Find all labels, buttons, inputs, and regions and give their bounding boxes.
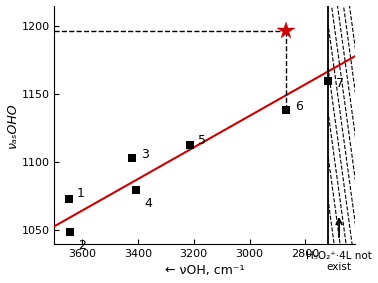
Text: 3: 3 — [141, 147, 149, 160]
Text: 5: 5 — [198, 134, 206, 147]
Text: 7: 7 — [336, 77, 344, 90]
Y-axis label: νₐₛOHO: νₐₛOHO — [6, 102, 19, 148]
Text: 6: 6 — [294, 100, 302, 113]
Text: 1: 1 — [77, 187, 85, 200]
Text: 2: 2 — [78, 239, 86, 252]
Text: H₅O₂⁺·4L not
exist: H₅O₂⁺·4L not exist — [306, 251, 372, 273]
Text: 4: 4 — [144, 197, 152, 210]
X-axis label: ← νOH, cm⁻¹: ← νOH, cm⁻¹ — [165, 264, 245, 277]
